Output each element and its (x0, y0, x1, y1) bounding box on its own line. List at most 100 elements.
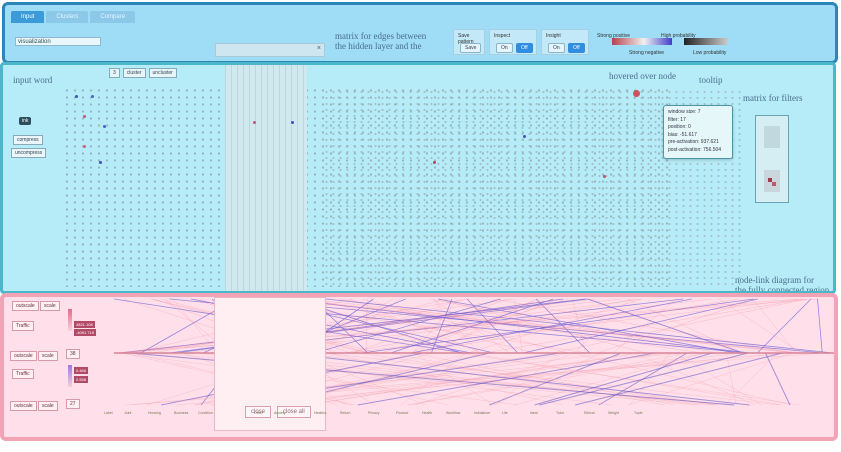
inspect-group: Inspect On Off (489, 29, 537, 55)
cluster-button[interactable]: cluster (122, 68, 146, 78)
activation-dot[interactable] (603, 175, 606, 178)
activation-dot[interactable] (291, 121, 294, 124)
edge-line (361, 298, 754, 354)
edge-line (417, 298, 495, 354)
compress-button[interactable]: compress (13, 135, 43, 145)
node-link-band: outscale scale Traffic outscale scale Tr… (0, 293, 838, 441)
edge-line (458, 352, 800, 406)
node-label[interactable]: Label (104, 411, 113, 415)
matrix-anno-line2: the hidden layer and the (335, 41, 422, 51)
edge-line (285, 298, 751, 354)
traffic-button[interactable]: Traffic (12, 321, 34, 331)
tab-compare[interactable]: Compare (90, 11, 136, 23)
node-label[interactable]: Life (502, 411, 508, 415)
node-label[interactable]: Finance (396, 411, 409, 415)
node-label[interactable]: Weight (608, 411, 619, 415)
scale-button-2[interactable]: scale (38, 351, 58, 361)
edge-line (574, 298, 631, 354)
cluster-count-select[interactable]: 3 (109, 68, 120, 78)
edge-line (312, 298, 536, 354)
edge-matrix-scroll[interactable]: × (215, 43, 325, 57)
legend-low-probability: Low probability (693, 50, 727, 56)
activation-dot[interactable] (433, 161, 436, 164)
activation-dot[interactable] (523, 135, 526, 138)
uncompress-button[interactable]: uncompress (11, 148, 47, 158)
uncluster-button[interactable]: uncluster (148, 68, 177, 78)
save-pattern-title: Save pattern (458, 33, 474, 45)
node-label[interactable]: HealthA (314, 411, 327, 415)
inspect-off-button[interactable]: Off (516, 43, 533, 53)
edge-line (306, 298, 803, 354)
outscale-button[interactable]: outscale (12, 301, 39, 311)
activation-dot[interactable] (99, 161, 102, 164)
activation-dot[interactable] (83, 115, 86, 118)
close-all-button[interactable]: close all (277, 406, 311, 418)
node-label[interactable]: Privacy (368, 411, 380, 415)
select-a[interactable]: 38 (66, 349, 80, 359)
close-button[interactable]: close (245, 406, 272, 418)
value-gradient-1 (68, 309, 72, 331)
edge-line (318, 298, 401, 354)
outscale-button-2[interactable]: outscale (10, 351, 37, 361)
node-label[interactable]: Condition (198, 411, 213, 415)
activation-dot[interactable] (83, 145, 86, 148)
edge-line (612, 298, 676, 354)
edge-line (429, 298, 718, 354)
scale-button[interactable]: scale (40, 301, 60, 311)
node-label[interactable]: Imbalance (474, 411, 491, 415)
edge-line (287, 298, 798, 354)
toolbar-band: Input Clusters Compare visualization × m… (2, 2, 838, 64)
edge-line (414, 352, 494, 406)
node-label[interactable]: Health (422, 411, 433, 415)
edge-line (494, 352, 602, 406)
traffic-button-2[interactable]: Traffic (12, 369, 34, 379)
node-label[interactable]: Workflow (446, 411, 461, 415)
edge-line (572, 298, 586, 354)
node-label[interactable]: Joint (124, 411, 132, 415)
word-input[interactable]: visualization (15, 37, 101, 46)
prob-value-badge-2: 0.558 (74, 376, 89, 383)
select-b[interactable]: 27 (66, 399, 80, 409)
activation-dot[interactable] (253, 121, 256, 124)
activation-dot[interactable] (91, 95, 94, 98)
activation-dot[interactable] (103, 125, 106, 128)
edge-line (349, 298, 482, 354)
hovered-node[interactable] (633, 90, 640, 97)
edge-line (597, 298, 756, 354)
node-label[interactable]: Tuple (634, 411, 643, 415)
tooltip-bias: bias: -51.617 (668, 131, 697, 138)
node-label[interactable]: Business (174, 411, 189, 415)
edge-line (344, 298, 636, 354)
node-label[interactable]: Return (340, 411, 351, 415)
edge-line (275, 352, 667, 406)
edge-line (494, 298, 794, 354)
prob-value-badge-1: 0.466 (74, 367, 89, 374)
node-label[interactable]: Anxiety (274, 411, 286, 415)
node-label[interactable]: Housing (148, 411, 161, 415)
edge-line (575, 352, 783, 406)
edge-line (432, 298, 510, 354)
save-button[interactable]: Save (460, 43, 482, 53)
node-label[interactable]: Tutor (556, 411, 565, 415)
tooltip-filter: filter: 17 (668, 116, 686, 123)
inspect-on-button[interactable]: On (496, 43, 513, 53)
activation-dot[interactable] (75, 95, 78, 98)
edge-line (627, 352, 794, 406)
node-label[interactable]: Other (254, 411, 263, 415)
node-label[interactable]: Ethical (584, 411, 595, 415)
edge-line (752, 298, 797, 354)
selected-word-tag[interactable]: ink (19, 117, 32, 125)
edge-matrix-strip[interactable] (225, 65, 307, 291)
filter-matrix[interactable] (755, 115, 789, 203)
tab-input[interactable]: Input (11, 11, 45, 23)
node-link-diagram[interactable] (4, 297, 838, 441)
outscale-button-3[interactable]: outscale (10, 401, 37, 411)
tab-clusters[interactable]: Clusters (46, 11, 89, 23)
insight-off-button[interactable]: Off (568, 43, 585, 53)
insight-on-button[interactable]: On (548, 43, 565, 53)
scale-button-3[interactable]: scale (38, 401, 58, 411)
node-label[interactable]: Ideal (530, 411, 538, 415)
edge-line (380, 298, 569, 354)
close-icon[interactable]: × (316, 45, 321, 52)
tooltip-annotation: tooltip (699, 75, 723, 85)
